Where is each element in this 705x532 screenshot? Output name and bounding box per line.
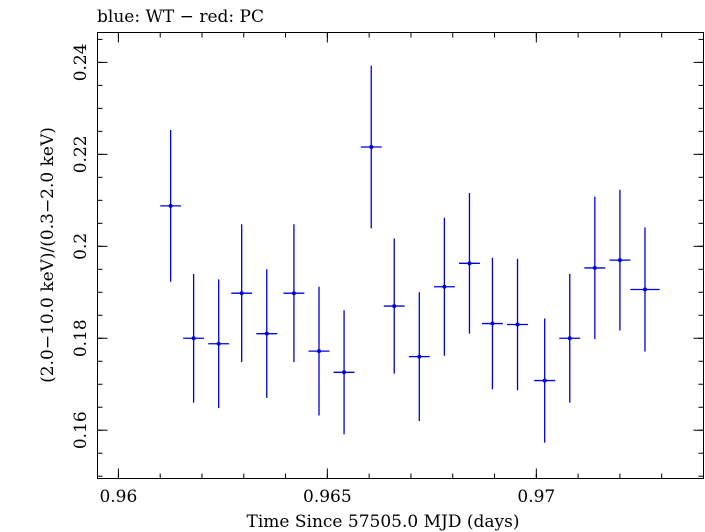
data-point [333,310,355,435]
x-axis-label: Time Since 57505.0 MJD (days) [247,512,520,532]
x-tick-label: 0.965 [303,487,352,507]
data-point [383,238,405,374]
data-marker [239,291,244,296]
data-point [408,292,430,422]
y-tick-label: 0.24 [71,43,91,81]
data-marker [264,331,269,336]
data-point [308,286,330,416]
data-marker [567,336,572,341]
data-point [459,192,480,334]
y-axis-label: (2.0−10.0 keV)/(0.3−2.0 keV) [38,127,58,383]
y-axis-ticks: 0.16 0.18 0.2 0.22 0.24 [71,38,704,477]
data-marker [369,144,374,149]
chart-title: blue: WT − red: PC [97,7,264,27]
data-marker [291,291,296,296]
data-marker [542,378,547,383]
data-marker [317,349,322,354]
data-marker [417,354,422,359]
y-tick-label: 0.2 [71,233,91,260]
data-point [507,258,528,391]
plot-frame [97,32,704,479]
data-marker [617,258,622,263]
data-marker [592,265,597,270]
data-marker [515,322,520,327]
data-point [360,65,382,229]
x-axis-ticks: 0.96 0.965 0.97 [99,32,704,507]
data-point [160,129,182,282]
y-tick-label: 0.16 [71,411,91,449]
data-points [160,65,660,443]
data-point [559,273,581,403]
data-point [481,257,503,390]
data-marker [216,341,221,346]
data-point [231,224,253,363]
data-point [283,224,305,363]
x-tick-label: 0.96 [99,487,137,507]
y-tick-label: 0.18 [71,319,91,357]
data-marker [342,370,347,375]
data-point [534,318,556,443]
y-tick-label: 0.22 [71,135,91,173]
data-point [433,217,455,356]
data-marker [191,336,196,341]
data-marker [642,287,647,292]
data-point [630,227,660,352]
data-marker [392,304,397,309]
data-marker [442,284,447,289]
data-point [609,189,631,331]
data-marker [467,261,472,266]
x-tick-label: 0.97 [517,487,555,507]
data-point [208,279,230,409]
data-point [183,273,205,403]
data-marker [168,203,173,208]
data-point [256,269,278,399]
data-point [584,196,606,340]
data-marker [490,321,495,326]
